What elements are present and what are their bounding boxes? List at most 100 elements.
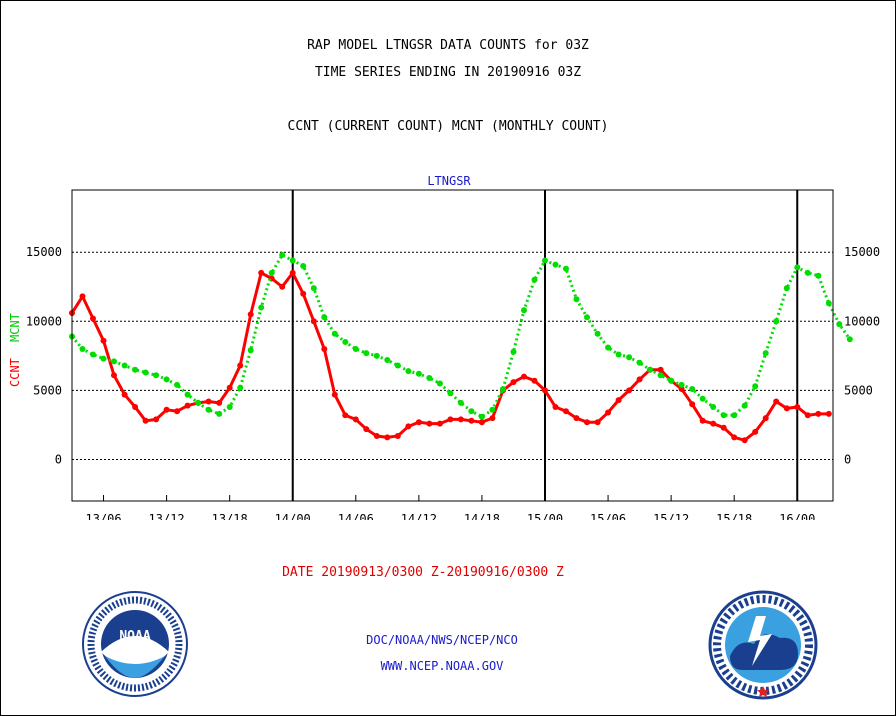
data-point-ccnt [100, 337, 107, 344]
data-point-ccnt [710, 420, 717, 427]
data-point-mcnt [521, 307, 527, 314]
plot-title: LTNGSR [427, 174, 471, 188]
x-tick-label: 13/06 [85, 512, 121, 520]
data-point-mcnt [668, 377, 675, 384]
data-point-mcnt [100, 355, 107, 362]
data-point-ccnt [626, 387, 633, 394]
data-point-mcnt [394, 362, 401, 369]
data-point-ccnt [678, 386, 685, 392]
data-point-ccnt [121, 391, 128, 398]
data-point-mcnt [468, 408, 475, 415]
data-point-mcnt [773, 318, 780, 325]
x-tick-label: 16/00 [779, 512, 815, 520]
noaa-logo: NOAA [82, 591, 188, 697]
data-point-ccnt [310, 318, 317, 325]
series-line-ccnt [70, 270, 829, 442]
data-point-ccnt [436, 420, 443, 427]
y-tick-label-left: 10000 [26, 314, 62, 328]
data-point-mcnt [237, 384, 244, 391]
data-point-ccnt [605, 409, 612, 416]
data-point-ccnt [415, 419, 422, 426]
data-point-mcnt [384, 357, 391, 363]
x-tick-label: 14/18 [464, 512, 500, 520]
data-point-ccnt [237, 362, 244, 369]
data-point-mcnt [605, 344, 612, 351]
x-tick-label: 15/00 [527, 512, 563, 520]
data-point-ccnt [741, 437, 748, 444]
data-point-ccnt [584, 419, 590, 426]
data-point-ccnt [731, 434, 738, 441]
data-point-ccnt [573, 415, 580, 422]
data-point-ccnt [773, 398, 780, 405]
data-point-mcnt [279, 252, 286, 258]
data-point-ccnt [279, 283, 286, 290]
data-point-ccnt [289, 269, 296, 276]
data-point-mcnt [426, 375, 433, 381]
data-point-mcnt [636, 359, 643, 366]
data-point-mcnt [415, 370, 422, 377]
url-link[interactable]: WWW.NCEP.NOAA.GOV [380, 659, 504, 673]
data-point-mcnt [689, 386, 696, 392]
data-point-mcnt [352, 346, 359, 352]
data-point-ccnt [615, 397, 622, 404]
data-point-mcnt [699, 395, 706, 402]
x-tick-label: 14/06 [338, 512, 374, 520]
y-axis-label-mcnt: MCNT [8, 313, 22, 342]
data-point-ccnt [258, 269, 265, 276]
plot-area-border [71, 189, 834, 502]
data-point-mcnt [111, 358, 117, 365]
data-point-ccnt [794, 404, 801, 410]
data-point-ccnt [142, 417, 149, 424]
y-tick-label-left: 0 [55, 453, 62, 467]
data-point-mcnt [836, 321, 843, 328]
data-point-mcnt [500, 386, 506, 392]
data-point-mcnt [310, 285, 317, 292]
data-point-mcnt [174, 381, 181, 388]
data-point-mcnt [79, 346, 86, 352]
y-tick-label-left: 15000 [26, 245, 62, 259]
data-point-mcnt [457, 399, 464, 406]
data-point-ccnt [247, 311, 254, 318]
data-point-ccnt [804, 412, 811, 419]
data-point-mcnt [163, 376, 170, 383]
data-point-mcnt [552, 261, 559, 268]
data-point-ccnt [331, 391, 338, 398]
data-point-mcnt [142, 369, 149, 376]
data-point-ccnt [594, 419, 601, 426]
data-point-ccnt [447, 416, 454, 423]
data-point-mcnt [363, 350, 370, 357]
data-point-mcnt [804, 269, 811, 276]
data-point-mcnt [373, 352, 380, 359]
data-point-ccnt [636, 376, 643, 383]
data-point-ccnt [542, 387, 548, 394]
data-point-mcnt [563, 265, 569, 272]
data-point-ccnt [468, 417, 475, 424]
data-point-ccnt [342, 412, 349, 419]
y-tick-label-right: 5000 [844, 383, 873, 397]
data-point-mcnt [216, 410, 223, 417]
data-point-ccnt [384, 434, 391, 441]
data-point-ccnt [531, 377, 538, 384]
data-point-mcnt [436, 380, 443, 387]
x-tick-label: 15/18 [716, 512, 752, 520]
data-point-mcnt [447, 390, 454, 397]
data-point-mcnt [90, 351, 96, 358]
data-point-mcnt [226, 404, 233, 410]
chart-subtitle: CCNT (CURRENT COUNT) MCNT (MONTHLY COUNT… [287, 119, 609, 134]
x-tick-label: 14/00 [275, 512, 311, 520]
data-point-ccnt [457, 416, 464, 423]
data-point-mcnt [184, 391, 191, 398]
data-point-mcnt [132, 366, 139, 373]
data-point-ccnt [426, 420, 433, 427]
data-point-ccnt [111, 372, 117, 379]
data-point-mcnt [542, 257, 548, 264]
data-point-mcnt [647, 366, 654, 373]
data-point-mcnt [153, 372, 160, 379]
data-point-mcnt [762, 350, 769, 357]
noaa-logo-text: NOAA [119, 629, 150, 644]
data-point-ccnt [552, 404, 559, 410]
data-point-ccnt [825, 410, 832, 417]
data-point-mcnt [815, 272, 822, 279]
data-point-ccnt [489, 415, 496, 422]
data-point-ccnt [216, 399, 223, 406]
